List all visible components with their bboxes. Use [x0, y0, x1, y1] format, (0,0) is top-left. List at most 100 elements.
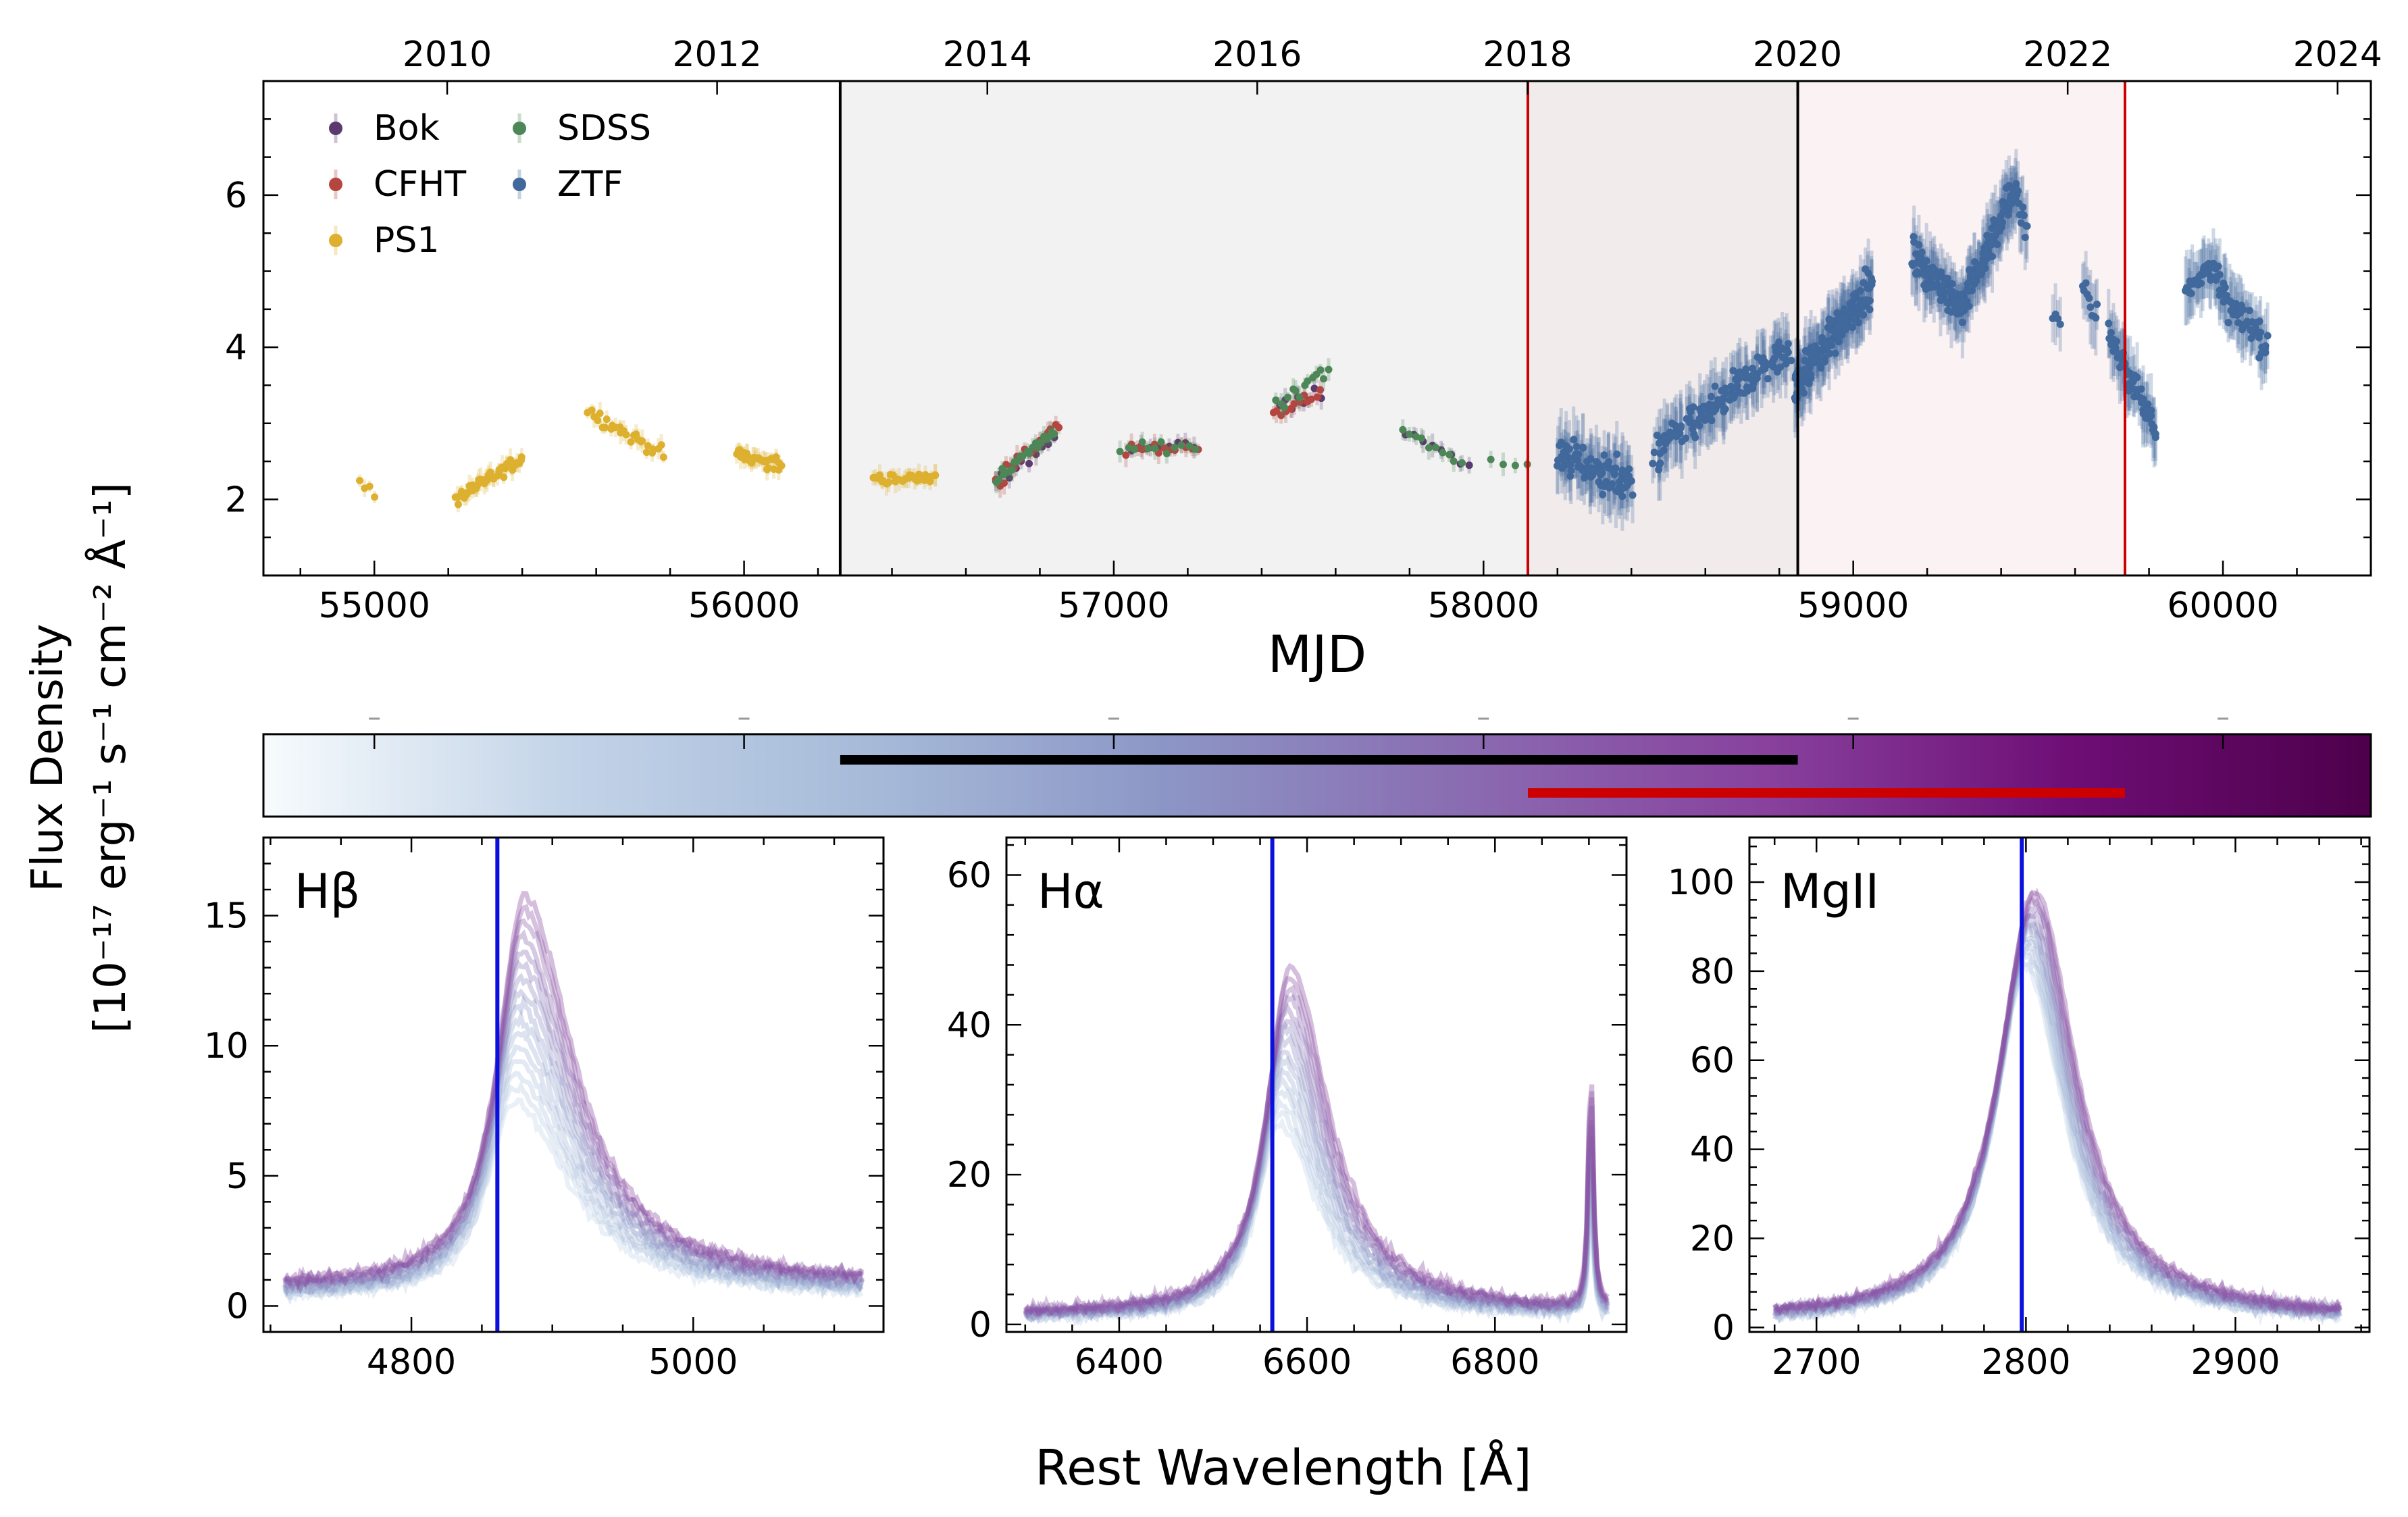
hbeta-spectrum-12: [283, 929, 865, 1295]
data-point-ztf: [1570, 436, 1578, 444]
time-colorbar: [262, 717, 2372, 818]
legend-item-bok: Bok: [329, 108, 440, 149]
hbeta-spectrum-4: [282, 1044, 863, 1295]
hbeta-panel: 4800 5000 0 5 10 15 Hβ: [204, 836, 885, 1383]
data-point-ztf: [1627, 477, 1635, 485]
data-point-cfht: [1122, 451, 1130, 459]
data-point-ps1: [659, 453, 667, 461]
halpha-spectrum-4: [1023, 1075, 1610, 1327]
mgii-spectrum-12: [1772, 902, 2342, 1316]
data-point-ztf: [2247, 334, 2255, 342]
spectra-xlabel: Rest Wavelength [Å]: [1035, 1439, 1531, 1496]
data-point-ps1: [638, 437, 646, 445]
data-point-ztf: [2139, 395, 2147, 403]
legend-marker: [513, 122, 526, 135]
mgii-x-tick-label: 2700: [1772, 1342, 1861, 1383]
data-point-ztf: [1574, 451, 1583, 459]
halpha-spectrum-10: [1023, 1019, 1610, 1320]
halpha-spectrum-12: [1023, 994, 1610, 1317]
data-point-sdss: [1316, 366, 1325, 374]
mgii-spectrum-7: [1772, 923, 2342, 1320]
data-point-ztf: [2263, 332, 2272, 340]
data-point-ztf: [1742, 365, 1750, 374]
y-tick-label: 4: [225, 328, 247, 368]
hbeta-spectrum-15: [282, 890, 863, 1290]
halpha-spectrum-11: [1023, 1002, 1610, 1319]
hbeta-spectrum-3: [282, 1059, 864, 1297]
data-point-sdss: [1025, 450, 1033, 458]
data-point-ztf: [2151, 430, 2159, 438]
data-point-ps1: [594, 416, 602, 424]
epoch-bar-0: [840, 755, 1798, 765]
x-tick-label: 55000: [318, 586, 430, 626]
hbeta-spectrum-10: [283, 958, 863, 1292]
data-point-ztf: [1943, 274, 1951, 282]
halpha-spectrum-5: [1023, 1066, 1610, 1325]
mgii-spectrum-5: [1772, 938, 2342, 1325]
data-point-ps1: [486, 468, 494, 476]
data-point-ztf: [1993, 240, 2001, 249]
halpha-x-tick-label: 6600: [1262, 1342, 1352, 1383]
x-tick-label: 57000: [1058, 586, 1169, 626]
data-point-ztf: [2086, 303, 2095, 311]
data-point-ztf: [1999, 219, 2007, 227]
data-point-ps1: [355, 476, 363, 484]
hbeta-spectrum-0: [282, 1097, 864, 1303]
data-point-sdss: [1499, 461, 1507, 469]
mgii-y-tick-label: 40: [1690, 1130, 1735, 1171]
hbeta-spectrum-6: [282, 1008, 864, 1297]
y-tick-label: 6: [225, 176, 247, 216]
data-point-cfht: [1316, 386, 1325, 394]
data-point-ztf: [2107, 328, 2115, 336]
top-tick-label: 2010: [403, 34, 492, 75]
data-point-ztf: [2021, 233, 2029, 241]
data-point-ztf: [1922, 257, 1930, 265]
data-point-ztf: [1868, 278, 1876, 286]
mgii-spectrum-14: [1772, 887, 2342, 1318]
data-point-ztf: [1749, 364, 1757, 372]
top-tick-label: 2022: [2023, 34, 2112, 75]
top-tick-label: 2024: [2293, 34, 2382, 75]
data-point-ztf: [1845, 315, 1853, 324]
data-point-ztf: [1566, 472, 1574, 480]
mgii-frame: [1748, 836, 2371, 1333]
legend-label: Bok: [374, 108, 440, 149]
lightcurve-xlabel: MJD: [1268, 624, 1367, 684]
data-point-sdss: [1192, 445, 1200, 453]
hbeta-spectrum-11: [282, 949, 865, 1291]
data-point-ztf: [2221, 284, 2229, 292]
data-point-ztf: [2014, 187, 2022, 195]
data-point-ps1: [603, 415, 611, 423]
series-sdss: [992, 358, 1531, 494]
data-point-ztf: [1676, 423, 1685, 431]
data-point-ztf: [1612, 464, 1620, 472]
data-point-ztf: [2147, 407, 2155, 415]
mgii-panel: 2700 2800 2900 0 20 40 60 80 100 MgII: [1668, 836, 2371, 1383]
data-point-ztf: [1753, 374, 1761, 382]
data-point-ps1: [657, 441, 665, 449]
data-point-ztf: [2215, 271, 2224, 279]
data-point-ztf: [1565, 445, 1573, 453]
data-point-ztf: [2111, 344, 2120, 353]
data-point-sdss: [1116, 447, 1124, 455]
data-point-ztf: [1835, 338, 1843, 346]
data-point-ztf: [1776, 363, 1785, 371]
data-point-ztf: [1598, 469, 1606, 477]
data-point-ztf: [1989, 253, 1997, 261]
data-point-ztf: [1945, 297, 1953, 305]
data-point-sdss: [1487, 455, 1495, 463]
data-point-bok: [1310, 384, 1318, 392]
data-point-ztf: [1934, 274, 1942, 282]
mgii-spectrum-9: [1772, 912, 2342, 1319]
data-point-ztf: [1927, 278, 1935, 286]
colorbar-gradient: [262, 733, 2372, 818]
halpha-x-tick-label: 6400: [1075, 1342, 1164, 1383]
hbeta-spectrum-8: [282, 988, 865, 1297]
data-point-ztf: [1968, 286, 1976, 294]
data-point-ztf: [1660, 446, 1668, 454]
halpha-y-tick-label: 0: [969, 1305, 992, 1345]
legend-marker: [329, 178, 342, 191]
legend-item-sdss: SDSS: [513, 108, 651, 149]
data-point-sdss: [1008, 465, 1016, 473]
data-point-ztf: [1838, 331, 1846, 339]
